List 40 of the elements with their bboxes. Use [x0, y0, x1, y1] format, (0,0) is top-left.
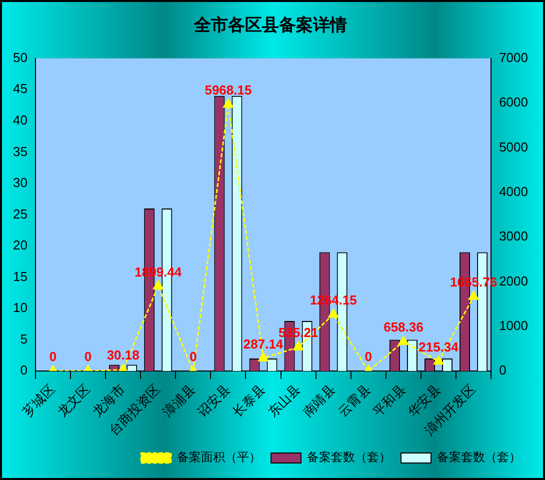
y-tick-label: 15	[12, 268, 28, 284]
point	[433, 356, 444, 365]
y2-tick-label: 7000	[499, 50, 528, 65]
point	[398, 336, 409, 345]
y2-tick-label: 3000	[499, 228, 528, 244]
y-tick-label: 0	[20, 362, 28, 378]
data-label: 658.36	[384, 320, 424, 335]
y-tick-label: 5	[20, 331, 28, 346]
data-label: 0	[190, 349, 197, 364]
legend-label: 备案面积（平）	[177, 450, 261, 464]
point	[468, 290, 479, 300]
legend-label: 备案套数（套）	[307, 450, 391, 464]
y-tick-label: 45	[12, 81, 28, 96]
y2-tick-label: 1000	[499, 318, 528, 333]
y-tick-label: 20	[12, 238, 28, 253]
data-label: 0	[49, 349, 57, 364]
y2-tick-label: 4000	[499, 184, 528, 199]
y-tick-label: 35	[12, 144, 28, 159]
chart-title: 全市各区县备案详情	[193, 14, 347, 36]
y-tick-label: 40	[12, 112, 28, 128]
data-label: 0	[84, 349, 92, 364]
y-tick-label: 10	[12, 300, 28, 316]
legend-label: 备案套数（套）	[437, 450, 521, 464]
data-label: 5968.15	[204, 82, 252, 98]
y2-tick-label: 2000	[499, 273, 528, 288]
y-tick-label: 25	[12, 206, 28, 222]
point	[293, 341, 304, 350]
point	[328, 308, 338, 318]
data-label: 30.18	[106, 348, 140, 363]
point	[223, 98, 234, 108]
point	[153, 280, 164, 290]
data-label: 287.14	[243, 336, 284, 352]
data-label: 0	[364, 349, 372, 364]
point	[258, 352, 268, 362]
y2-tick-label: 0	[499, 362, 506, 378]
data-label: 215.34	[418, 339, 460, 354]
y2-tick-label: 6000	[499, 94, 528, 110]
y-tick-label: 30	[12, 175, 28, 190]
y2-tick-label: 5000	[499, 139, 528, 154]
y-tick-label: 50	[12, 50, 28, 65]
